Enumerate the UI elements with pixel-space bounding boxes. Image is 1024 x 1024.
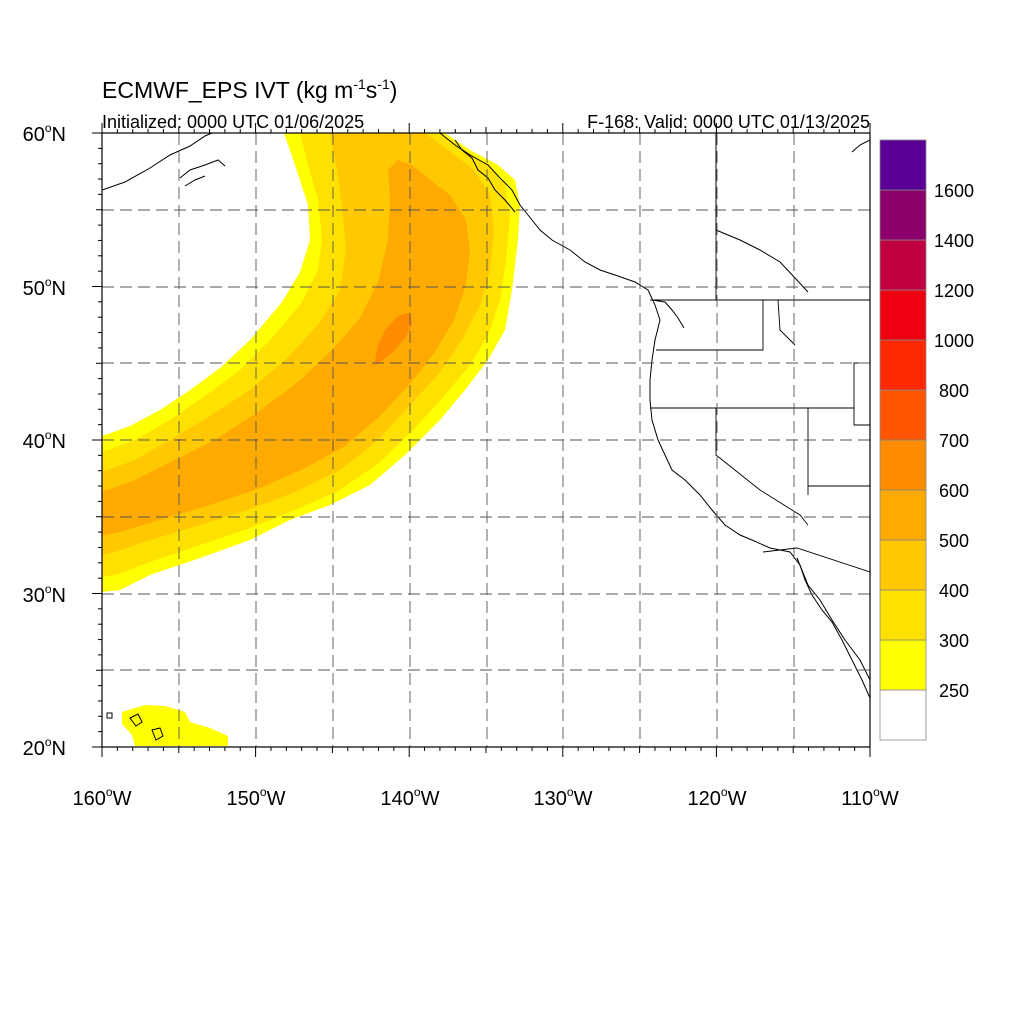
lon-axis-labels: 160oW 150oW 140oW 130oW 120oW 110oW bbox=[73, 785, 899, 810]
lon-label-150w: 150oW bbox=[227, 785, 286, 810]
lon-label-110w: 110oW bbox=[841, 785, 899, 810]
colorbar-box-7 bbox=[879, 339, 927, 391]
ivt-contour-600 bbox=[374, 312, 412, 366]
colorbar-label-300: 300 bbox=[939, 631, 969, 651]
figure-title: ECMWF_EPS IVT (kg m-1s-1) bbox=[102, 76, 397, 103]
colorbar-label-1400: 1400 bbox=[934, 231, 974, 251]
colorbar-label-1000: 1000 bbox=[934, 331, 974, 351]
valid-time-label: F-168: Valid: 0000 UTC 01/13/2025 bbox=[587, 112, 870, 132]
lat-axis-labels: 60oN 50oN 40oN 30oN 20oN bbox=[23, 121, 66, 760]
lat-label-20: 20oN bbox=[23, 735, 66, 760]
colorbar-box-5 bbox=[879, 439, 927, 491]
lon-label-160w: 160oW bbox=[73, 785, 132, 810]
ivt-shading bbox=[102, 133, 520, 746]
colorbar-label-800: 800 bbox=[939, 381, 969, 401]
colorbar-box-3 bbox=[879, 539, 927, 591]
lat-label-50: 50oN bbox=[23, 275, 66, 300]
state-borders bbox=[650, 230, 870, 573]
colorbar-label-400: 400 bbox=[939, 581, 969, 601]
colorbar-box-2 bbox=[879, 589, 927, 641]
lon-label-130w: 130oW bbox=[534, 785, 593, 810]
lat-label-60: 60oN bbox=[23, 121, 66, 146]
colorbar-box-11 bbox=[879, 139, 927, 191]
colorbar-box-8 bbox=[879, 289, 927, 341]
colorbar-box-0 bbox=[879, 689, 927, 741]
colorbar-box-10 bbox=[879, 189, 927, 241]
colorbar-label-1200: 1200 bbox=[934, 281, 974, 301]
map-panel bbox=[92, 123, 871, 757]
colorbar: 250 300 400 500 600 700 800 1000 1200 1400 1600 bbox=[879, 139, 974, 741]
colorbar-label-700: 700 bbox=[939, 431, 969, 451]
gridlines bbox=[102, 133, 870, 747]
colorbar-label-250: 250 bbox=[939, 681, 969, 701]
lat-label-40: 40oN bbox=[23, 428, 66, 453]
colorbar-box-4 bbox=[879, 489, 927, 541]
tick-marks bbox=[92, 123, 871, 757]
ivt-hawaii-patch bbox=[122, 705, 228, 746]
lat-label-30: 30oN bbox=[23, 582, 66, 607]
colorbar-label-1600: 1600 bbox=[934, 181, 974, 201]
colorbar-box-1 bbox=[879, 639, 927, 691]
colorbar-label-600: 600 bbox=[939, 481, 969, 501]
colorbar-label-500: 500 bbox=[939, 531, 969, 551]
colorbar-box-9 bbox=[879, 239, 927, 291]
lon-label-140w: 140oW bbox=[381, 785, 440, 810]
colorbar-box-6 bbox=[879, 389, 927, 441]
coastlines bbox=[102, 133, 870, 741]
lon-label-120w: 120oW bbox=[688, 785, 747, 810]
init-time-label: Initialized: 0000 UTC 01/06/2025 bbox=[102, 112, 364, 132]
